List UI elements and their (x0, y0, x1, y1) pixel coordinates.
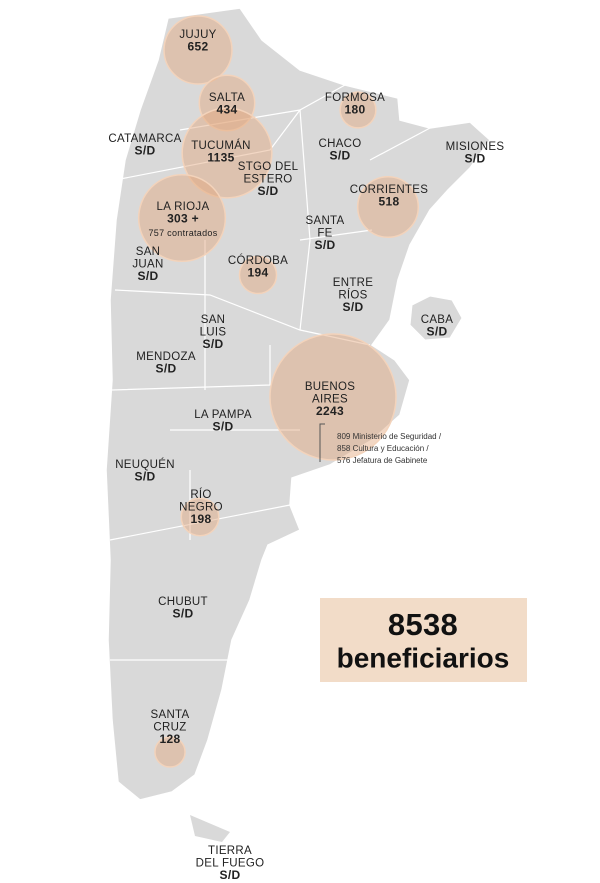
region-name: RÍOS (338, 289, 367, 302)
region-name: DEL FUEGO (196, 858, 265, 870)
region-value: S/D (138, 269, 159, 283)
region-name: LA RIOJA (157, 201, 210, 213)
bubble (154, 736, 186, 768)
extra-label: 757 contratados (148, 228, 217, 238)
region-name: JUJUY (179, 29, 216, 41)
region-name: CORRIENTES (350, 184, 428, 196)
region-value: 1135 (207, 151, 234, 165)
region-value: S/D (135, 144, 156, 158)
region-value: S/D (330, 149, 351, 163)
bubble (356, 175, 420, 239)
region-value: 303 + (167, 212, 199, 226)
region-name: SANTA (151, 709, 190, 721)
bubbles (137, 15, 420, 768)
region-name: SAN (136, 246, 161, 258)
region-value: 194 (248, 266, 269, 280)
bubble (269, 333, 397, 461)
region-value: S/D (203, 337, 224, 351)
region-name: TUCUMÁN (191, 139, 251, 152)
bubble (198, 74, 256, 132)
region-value: 198 (191, 512, 212, 526)
total-box (320, 598, 527, 682)
region-value: 652 (188, 40, 209, 54)
region-value: 128 (160, 732, 181, 746)
total-value: 8538 (388, 607, 458, 642)
bubble (238, 255, 278, 295)
region-name: LUIS (200, 327, 227, 339)
region-name: CRUZ (153, 722, 186, 734)
region-value: S/D (135, 470, 156, 484)
region-name: FE (317, 228, 332, 240)
region-name: SAN (201, 314, 226, 326)
region-value: S/D (220, 868, 241, 882)
region-value: S/D (343, 300, 364, 314)
region-value: 180 (345, 103, 366, 117)
region-name: CÓRDOBA (228, 254, 288, 267)
region-value: S/D (427, 325, 448, 339)
region-name: CABA (421, 314, 454, 326)
bubble (163, 15, 233, 85)
region-name: CHUBUT (158, 596, 208, 608)
region-name: BUENOS (305, 381, 355, 393)
region-name: AIRES (312, 394, 348, 406)
region-name: MISIONES (446, 141, 505, 153)
region-value: S/D (465, 152, 486, 166)
region-value: S/D (258, 184, 279, 198)
region-value: S/D (173, 607, 194, 621)
region-value: 434 (217, 103, 238, 117)
region-value: S/D (315, 238, 336, 252)
total-label: beneficiarios (337, 642, 510, 673)
region-name: SALTA (209, 92, 245, 104)
note: 576 Jefatura de Gabinete (337, 456, 428, 465)
region-name: NEGRO (179, 502, 223, 514)
region-name: ENTRE (333, 277, 374, 289)
note: 809 Ministerio de Seguridad / (337, 432, 442, 441)
region-value: 2243 (316, 404, 344, 418)
region-name: LA PAMPA (194, 409, 252, 421)
region-name: MENDOZA (136, 351, 196, 363)
note-bracket (319, 423, 325, 462)
region-name: RÍO (190, 488, 211, 501)
region-name: CHACO (318, 138, 361, 150)
region-value: 518 (379, 195, 400, 209)
region-value: S/D (156, 362, 177, 376)
note: 858 Cultura y Educación / (337, 444, 429, 453)
bubble (180, 497, 220, 537)
bubble (181, 107, 273, 199)
region-name: ESTERO (243, 174, 292, 186)
bubble (137, 173, 227, 263)
country-shape (105, 7, 491, 842)
region-name: FORMOSA (325, 92, 385, 104)
region-name: NEUQUÉN (115, 458, 175, 471)
region-value: S/D (213, 420, 234, 434)
region-name: CATAMARCA (108, 133, 181, 145)
region-name: JUAN (132, 259, 163, 271)
region-name: TIERRA (208, 845, 252, 857)
bubble (339, 91, 377, 129)
region-name: STGO DEL (238, 161, 299, 173)
region-name: SANTA (306, 215, 345, 227)
